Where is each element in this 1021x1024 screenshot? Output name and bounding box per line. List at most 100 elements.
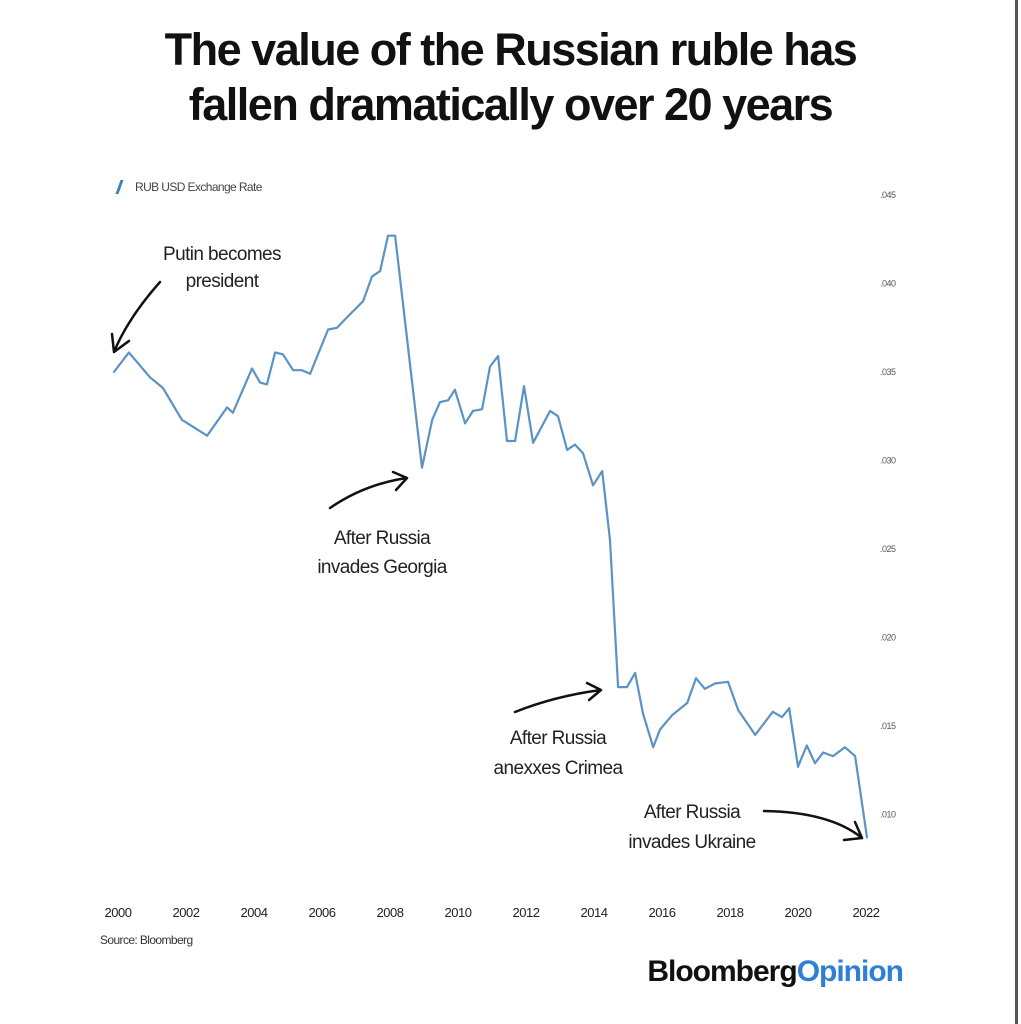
- y-tick-label: .030: [880, 456, 896, 466]
- data-point: [582, 452, 585, 455]
- annotation-crimea-line-1: After Russia: [510, 728, 607, 749]
- annotation-putin-arrow-icon: [110, 280, 162, 354]
- data-point: [573, 443, 576, 446]
- data-point: [386, 234, 389, 237]
- data-point: [556, 415, 559, 418]
- x-tick-label: 2008: [377, 905, 404, 920]
- data-point: [670, 714, 673, 717]
- series-points: [112, 234, 869, 839]
- data-point: [226, 406, 229, 409]
- data-point: [854, 755, 857, 758]
- data-point: [686, 701, 689, 704]
- annotation-georgia-line-1: After Russia: [334, 528, 431, 549]
- data-point: [346, 316, 349, 319]
- x-tick-label: 2002: [173, 905, 200, 920]
- annotations: Putin becomes president After Russia inv…: [110, 244, 864, 853]
- y-tick-label: .035: [880, 367, 896, 377]
- data-point: [754, 733, 757, 736]
- data-point: [379, 270, 382, 273]
- data-point: [788, 707, 791, 710]
- data-point: [497, 355, 500, 358]
- annotation-crimea-line-2: anexxes Crimea: [494, 758, 624, 779]
- data-point: [814, 762, 816, 765]
- data-point: [608, 539, 611, 542]
- data-point: [127, 351, 130, 354]
- data-point: [625, 686, 628, 689]
- image-border: [1015, 0, 1018, 1024]
- data-point: [362, 300, 365, 303]
- data-point: [591, 484, 594, 487]
- chart-title: The value of the Russian ruble has falle…: [0, 22, 1021, 132]
- y-tick-label: .025: [880, 544, 896, 554]
- data-point: [447, 399, 450, 402]
- data-point: [481, 408, 484, 411]
- x-axis: 2000 2002 2004 2006 2008 2010 2012 2014 2016 2018…: [105, 905, 881, 920]
- data-point: [394, 234, 397, 237]
- x-tick-label: 2016: [649, 905, 676, 920]
- data-point: [292, 369, 295, 372]
- y-tick-label: .040: [880, 279, 896, 289]
- x-tick-label: 2004: [241, 905, 268, 920]
- y-tick-label: .020: [880, 633, 896, 643]
- data-point: [781, 716, 784, 719]
- data-point: [274, 351, 277, 354]
- data-point: [300, 369, 303, 372]
- annotation-ukraine-line-1: After Russia: [644, 802, 741, 823]
- data-point: [714, 682, 717, 685]
- data-point: [309, 372, 312, 375]
- x-tick-label: 2006: [309, 905, 336, 920]
- annotation-georgia-line-2: invades Georgia: [317, 557, 447, 578]
- data-point: [771, 710, 774, 713]
- data-point: [161, 386, 164, 389]
- data-point: [634, 671, 637, 674]
- y-axis: .045 .040 .035 .030 .025 .020 .015 .010: [880, 190, 897, 820]
- data-point: [431, 418, 434, 421]
- data-point: [617, 686, 620, 689]
- data-point: [658, 728, 661, 731]
- data-point: [832, 755, 835, 758]
- data-point: [438, 401, 441, 404]
- x-tick-label: 2020: [785, 905, 812, 920]
- data-point: [532, 441, 535, 444]
- data-point: [822, 751, 825, 754]
- x-tick-label: 2014: [581, 905, 608, 920]
- data-point: [180, 418, 183, 421]
- data-point: [652, 746, 655, 749]
- data-point: [505, 440, 508, 443]
- data-point: [514, 440, 517, 443]
- annotation-ukraine-arrow-icon: [762, 809, 864, 842]
- source-note: Source: Bloomberg: [100, 933, 193, 947]
- data-point: [471, 409, 474, 412]
- data-point: [281, 353, 284, 356]
- y-tick-label: .045: [880, 190, 896, 200]
- data-point: [726, 680, 729, 683]
- logo-part-2: Opinion: [796, 955, 904, 988]
- legend-label: RUB USD Exchange Rate: [135, 180, 262, 194]
- data-point: [866, 836, 869, 839]
- data-point: [601, 470, 604, 473]
- y-tick-label: .010: [880, 810, 896, 820]
- data-point: [797, 765, 799, 768]
- data-point: [265, 383, 268, 386]
- data-point: [703, 687, 706, 690]
- annotation-georgia-arrow-icon: [328, 470, 409, 510]
- annotation-ukraine-line-2: invades Ukraine: [628, 832, 755, 853]
- data-point: [259, 381, 262, 384]
- logo-part-1: Bloomberg: [647, 955, 797, 988]
- annotation-putin-line-2: president: [186, 271, 260, 292]
- legend: RUB USD Exchange Rate: [115, 180, 262, 194]
- data-point: [695, 677, 697, 680]
- x-tick-label: 2010: [445, 905, 472, 920]
- data-point: [453, 388, 456, 391]
- data-point: [488, 365, 491, 368]
- data-point: [250, 367, 253, 370]
- data-point: [464, 422, 467, 425]
- title-line-2: fallen dramatically over 20 years: [188, 79, 834, 130]
- x-tick-label: 2000: [105, 905, 132, 920]
- data-point: [805, 744, 808, 747]
- x-tick-label: 2012: [513, 905, 540, 920]
- data-point: [327, 328, 330, 331]
- data-point: [566, 448, 569, 451]
- bloomberg-opinion-logo: BloombergOpinion: [647, 955, 904, 989]
- data-point: [206, 434, 209, 437]
